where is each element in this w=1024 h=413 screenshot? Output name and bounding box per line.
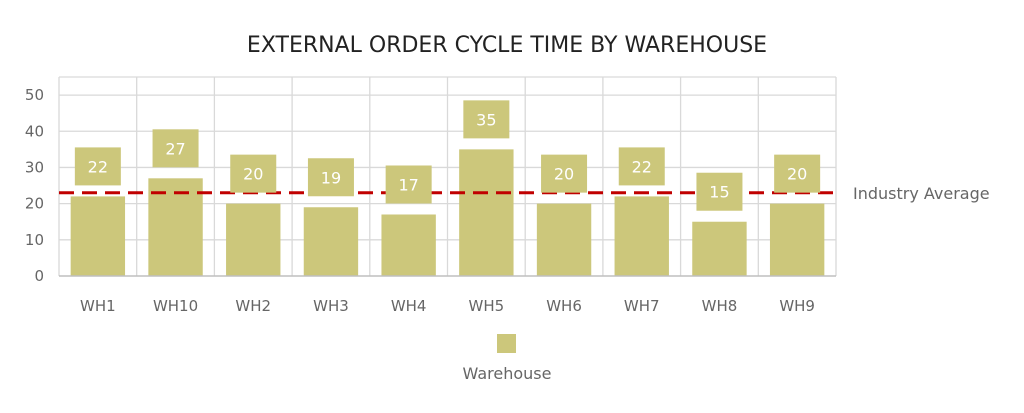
data-label-box	[152, 129, 199, 168]
x-tick-label: WH7	[624, 297, 660, 315]
data-label-box	[230, 154, 277, 193]
axes: 0 10 20 30 40 50 WH1 WH10 WH2 WH3 WH4 WH5 WH6 WH7 WH8 W…	[25, 86, 836, 315]
data-label-wh6: 20	[554, 165, 574, 184]
data-label-wh3: 19	[321, 168, 341, 187]
bar-wh10	[148, 178, 203, 276]
data-label-wh4: 17	[398, 175, 418, 194]
data-label-wh2: 20	[243, 165, 263, 184]
bar-wh9	[769, 203, 825, 276]
y-tick-label: 40	[25, 122, 44, 140]
x-tick-label: WH4	[391, 297, 427, 315]
chart-title: EXTERNAL ORDER CYCLE TIME BY WAREHOUSE	[247, 33, 767, 58]
x-tick-label: WH8	[702, 297, 738, 315]
data-label-wh1: 22	[88, 157, 108, 176]
data-label-box	[774, 154, 821, 193]
data-label-box	[307, 158, 354, 197]
bars	[70, 149, 825, 276]
data-label-wh8: 15	[709, 183, 729, 202]
gridlines	[58, 76, 837, 276]
data-label-wh5: 35	[476, 110, 496, 129]
legend: Warehouse	[463, 334, 552, 383]
industry-average-label: Industry Average	[853, 184, 990, 203]
y-tick-label: 0	[34, 267, 44, 285]
data-label-wh9: 20	[787, 165, 807, 184]
bar-wh3	[303, 207, 359, 276]
data-labels: 22 27 20 19 17 35 20 22 15 20	[74, 100, 821, 211]
bar-wh7	[614, 196, 669, 276]
bar-wh5	[459, 149, 514, 276]
data-label-wh10: 27	[165, 139, 185, 158]
y-tick-label: 50	[25, 86, 44, 104]
x-tick-label: WH10	[153, 297, 198, 315]
x-tick-label: WH2	[235, 297, 271, 315]
bar-wh1	[70, 196, 126, 276]
data-label-box	[74, 147, 121, 186]
data-label-box	[385, 165, 432, 204]
bar-wh8	[692, 221, 747, 276]
x-tick-label: WH1	[80, 297, 116, 315]
y-tick-label: 20	[25, 195, 44, 213]
y-tick-label: 30	[25, 158, 44, 176]
bar-wh2	[226, 203, 281, 276]
data-label-box	[463, 100, 510, 139]
bar-wh4	[381, 214, 436, 276]
legend-swatch	[497, 334, 516, 353]
x-tick-label: WH5	[469, 297, 505, 315]
data-label-box	[541, 154, 588, 193]
data-label-box	[696, 172, 743, 211]
data-label-box	[618, 147, 665, 186]
x-tick-label: WH3	[313, 297, 349, 315]
x-tick-label: WH6	[546, 297, 582, 315]
y-tick-label: 10	[25, 231, 44, 249]
x-tick-label: WH9	[779, 297, 815, 315]
bar-wh6	[536, 203, 592, 276]
legend-label: Warehouse	[463, 364, 552, 383]
data-label-wh7: 22	[632, 157, 652, 176]
